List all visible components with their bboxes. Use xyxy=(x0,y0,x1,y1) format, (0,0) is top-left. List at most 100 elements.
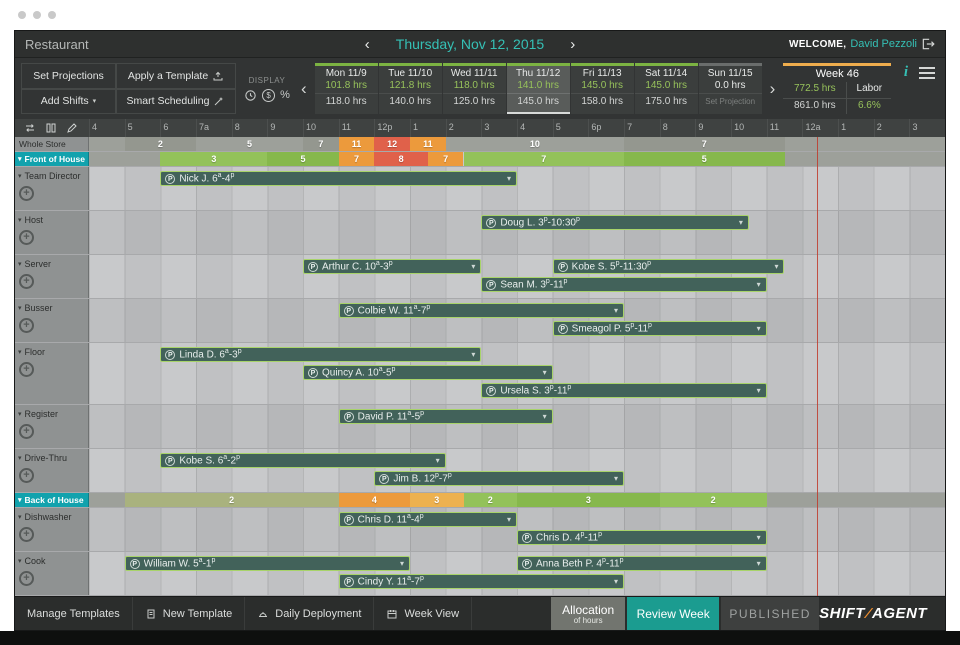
shift-dropdown-icon[interactable]: ▾ xyxy=(756,386,761,395)
day-tab-fri-11-13[interactable]: Fri 11/13 145.0 hrs 158.0 hrs xyxy=(570,63,634,114)
shift-dropdown-icon[interactable]: ▾ xyxy=(613,474,618,483)
shift-dropdown-icon[interactable]: ▾ xyxy=(756,280,761,289)
shift-bar[interactable]: P David P. 11a-5p ▾ xyxy=(338,409,553,424)
edit-pencil-icon[interactable] xyxy=(66,122,78,134)
week-summary[interactable]: Week 46 772.5 hrs Labor 861.0 hrs 6.6% xyxy=(783,63,892,114)
logout-icon[interactable] xyxy=(921,37,935,51)
shift-dropdown-icon[interactable]: ▾ xyxy=(399,559,404,568)
shift-bar[interactable]: P Doug L. 3p-10:30p ▾ xyxy=(481,215,749,230)
add-shift-button[interactable]: + xyxy=(19,362,34,377)
day-tab-tue-11-10[interactable]: Tue 11/10 121.8 hrs 140.0 hrs xyxy=(378,63,442,114)
section-label-cell[interactable]: ▾ Floor + xyxy=(15,343,89,404)
day-tab-wed-11-11[interactable]: Wed 11/11 118.0 hrs 125.0 hrs xyxy=(442,63,506,114)
shift-dropdown-icon[interactable]: ▾ xyxy=(738,218,743,227)
section-label[interactable]: ▾ Back of House xyxy=(15,493,88,507)
day-tab-sun-11-15[interactable]: Sun 11/15 0.0 hrs Set Projection xyxy=(698,63,762,114)
shift-bar[interactable]: P Quincy A. 10a-5p ▾ xyxy=(303,365,553,380)
role-header[interactable]: ▾ Floor xyxy=(15,343,88,357)
prev-day-icon[interactable]: ‹ xyxy=(364,35,370,53)
section-label-cell[interactable]: ▾ Host + xyxy=(15,211,89,254)
shift-dropdown-icon[interactable]: ▾ xyxy=(542,368,547,377)
manage-templates-button[interactable]: Manage Templates xyxy=(15,597,133,630)
shift-dropdown-icon[interactable]: ▾ xyxy=(613,577,618,586)
set-projections-button[interactable]: Set Projections xyxy=(21,63,116,89)
percent-icon[interactable]: % xyxy=(280,89,290,101)
add-shift-button[interactable]: + xyxy=(19,318,34,333)
shift-bar[interactable]: P Sean M. 3p-11p ▾ xyxy=(481,277,767,292)
shift-dropdown-icon[interactable]: ▾ xyxy=(506,515,511,524)
shift-bar[interactable]: P Colbie W. 11a-7p ▾ xyxy=(338,303,624,318)
shift-dropdown-icon[interactable]: ▾ xyxy=(435,456,440,465)
allocation-button[interactable]: Allocation of hours xyxy=(551,597,626,630)
daily-deployment-button[interactable]: Daily Deployment xyxy=(245,597,375,630)
section-label-cell[interactable]: ▾ Drive-Thru + xyxy=(15,449,89,492)
section-label-cell[interactable]: ▾ Server + xyxy=(15,255,89,298)
shift-dropdown-icon[interactable]: ▾ xyxy=(756,533,761,542)
shift-bar[interactable]: P Anna Beth P. 4p-11p ▾ xyxy=(517,556,767,571)
section-label-cell[interactable]: ▾ Register + xyxy=(15,405,89,448)
shift-bar[interactable]: P Linda D. 6a-3p ▾ xyxy=(160,347,482,362)
swap-view-icon[interactable] xyxy=(24,122,36,134)
section-label-cell[interactable]: ▾ Back of House xyxy=(15,493,89,507)
section-label[interactable]: ▾ Front of House xyxy=(15,152,88,166)
new-template-button[interactable]: New Template xyxy=(133,597,246,630)
add-shift-button[interactable]: + xyxy=(19,468,34,483)
section-label-cell[interactable]: ▾ Team Director + xyxy=(15,167,89,210)
shift-dropdown-icon[interactable]: ▾ xyxy=(613,306,618,315)
shift-dropdown-icon[interactable]: ▾ xyxy=(756,324,761,333)
section-label-cell[interactable]: ▾ Cook + xyxy=(15,552,89,595)
shift-dropdown-icon[interactable]: ▾ xyxy=(471,350,476,359)
info-icon[interactable]: i xyxy=(903,64,908,80)
shift-bar[interactable]: P Chris D. 11a-4p ▾ xyxy=(338,512,517,527)
add-shifts-button[interactable]: Add Shifts ▾ xyxy=(21,88,116,114)
day-tab-thu-11-12[interactable]: Thu 11/12 141.0 hrs 145.0 hrs xyxy=(506,63,570,114)
menu-icon[interactable] xyxy=(919,65,935,79)
role-header[interactable]: ▾ Dishwasher xyxy=(15,508,88,522)
shift-bar[interactable]: P William W. 5a-1p ▾ xyxy=(124,556,410,571)
shift-dropdown-icon[interactable]: ▾ xyxy=(756,559,761,568)
columns-icon[interactable] xyxy=(45,122,57,134)
day-tab-mon-11-9[interactable]: Mon 11/9 101.8 hrs 118.0 hrs xyxy=(314,63,378,114)
role-header[interactable]: ▾ Cook xyxy=(15,552,88,566)
shift-bar[interactable]: P Ursela S. 3p-11p ▾ xyxy=(481,383,767,398)
shift-dropdown-icon[interactable]: ▾ xyxy=(506,174,511,183)
shift-dropdown-icon[interactable]: ▾ xyxy=(774,262,779,271)
add-shift-button[interactable]: + xyxy=(19,274,34,289)
add-shift-button[interactable]: + xyxy=(19,424,34,439)
apply-template-button[interactable]: Apply a Template xyxy=(116,63,236,89)
shift-bar[interactable]: P Kobe S. 6a-2p ▾ xyxy=(160,453,446,468)
add-shift-button[interactable]: + xyxy=(19,527,34,542)
role-header[interactable]: ▾ Team Director xyxy=(15,167,88,181)
role-header[interactable]: ▾ Server xyxy=(15,255,88,269)
published-status-button[interactable]: PUBLISHED xyxy=(721,597,820,630)
role-header[interactable]: ▾ Register xyxy=(15,405,88,419)
role-header[interactable]: ▾ Busser xyxy=(15,299,88,313)
role-header[interactable]: ▾ Drive-Thru xyxy=(15,449,88,463)
add-shift-button[interactable]: + xyxy=(19,230,34,245)
clock-icon[interactable] xyxy=(244,89,257,102)
shift-bar[interactable]: P Jim B. 12p-7p ▾ xyxy=(374,471,624,486)
shift-bar[interactable]: P Smeagol P. 5p-11p ▾ xyxy=(552,321,767,336)
day-tab-sat-11-14[interactable]: Sat 11/14 145.0 hrs 175.0 hrs xyxy=(634,63,698,114)
shift-bar[interactable]: P Kobe S. 5p-11:30p ▾ xyxy=(552,259,785,274)
user-name[interactable]: David Pezzoli xyxy=(850,38,917,50)
shift-bar[interactable]: P Cindy Y. 11a-7p ▾ xyxy=(338,574,624,589)
shift-bar[interactable]: P Chris D. 4p-11p ▾ xyxy=(517,530,767,545)
shift-bar[interactable]: P Arthur C. 10a-3p ▾ xyxy=(303,259,482,274)
shift-bar[interactable]: P Nick J. 6a-4p ▾ xyxy=(160,171,517,186)
review-week-button[interactable]: Review Week xyxy=(627,597,720,630)
shift-dropdown-icon[interactable]: ▾ xyxy=(542,412,547,421)
add-shift-button[interactable]: + xyxy=(19,186,34,201)
dollar-icon[interactable]: $ xyxy=(262,88,276,102)
section-label-cell[interactable]: ▾ Busser + xyxy=(15,299,89,342)
section-label-cell[interactable]: ▾ Dishwasher + xyxy=(15,508,89,551)
week-view-button[interactable]: Week View xyxy=(374,597,473,630)
section-label-cell[interactable]: ▾ Front of House xyxy=(15,152,89,166)
role-header[interactable]: ▾ Host xyxy=(15,211,88,225)
days-scroll-prev-icon[interactable]: ‹ xyxy=(301,78,307,98)
next-day-icon[interactable]: › xyxy=(570,35,576,53)
shift-dropdown-icon[interactable]: ▾ xyxy=(471,262,476,271)
days-scroll-next-icon[interactable]: › xyxy=(769,78,776,98)
smart-scheduling-button[interactable]: Smart Scheduling xyxy=(116,88,236,114)
add-shift-button[interactable]: + xyxy=(19,571,34,586)
